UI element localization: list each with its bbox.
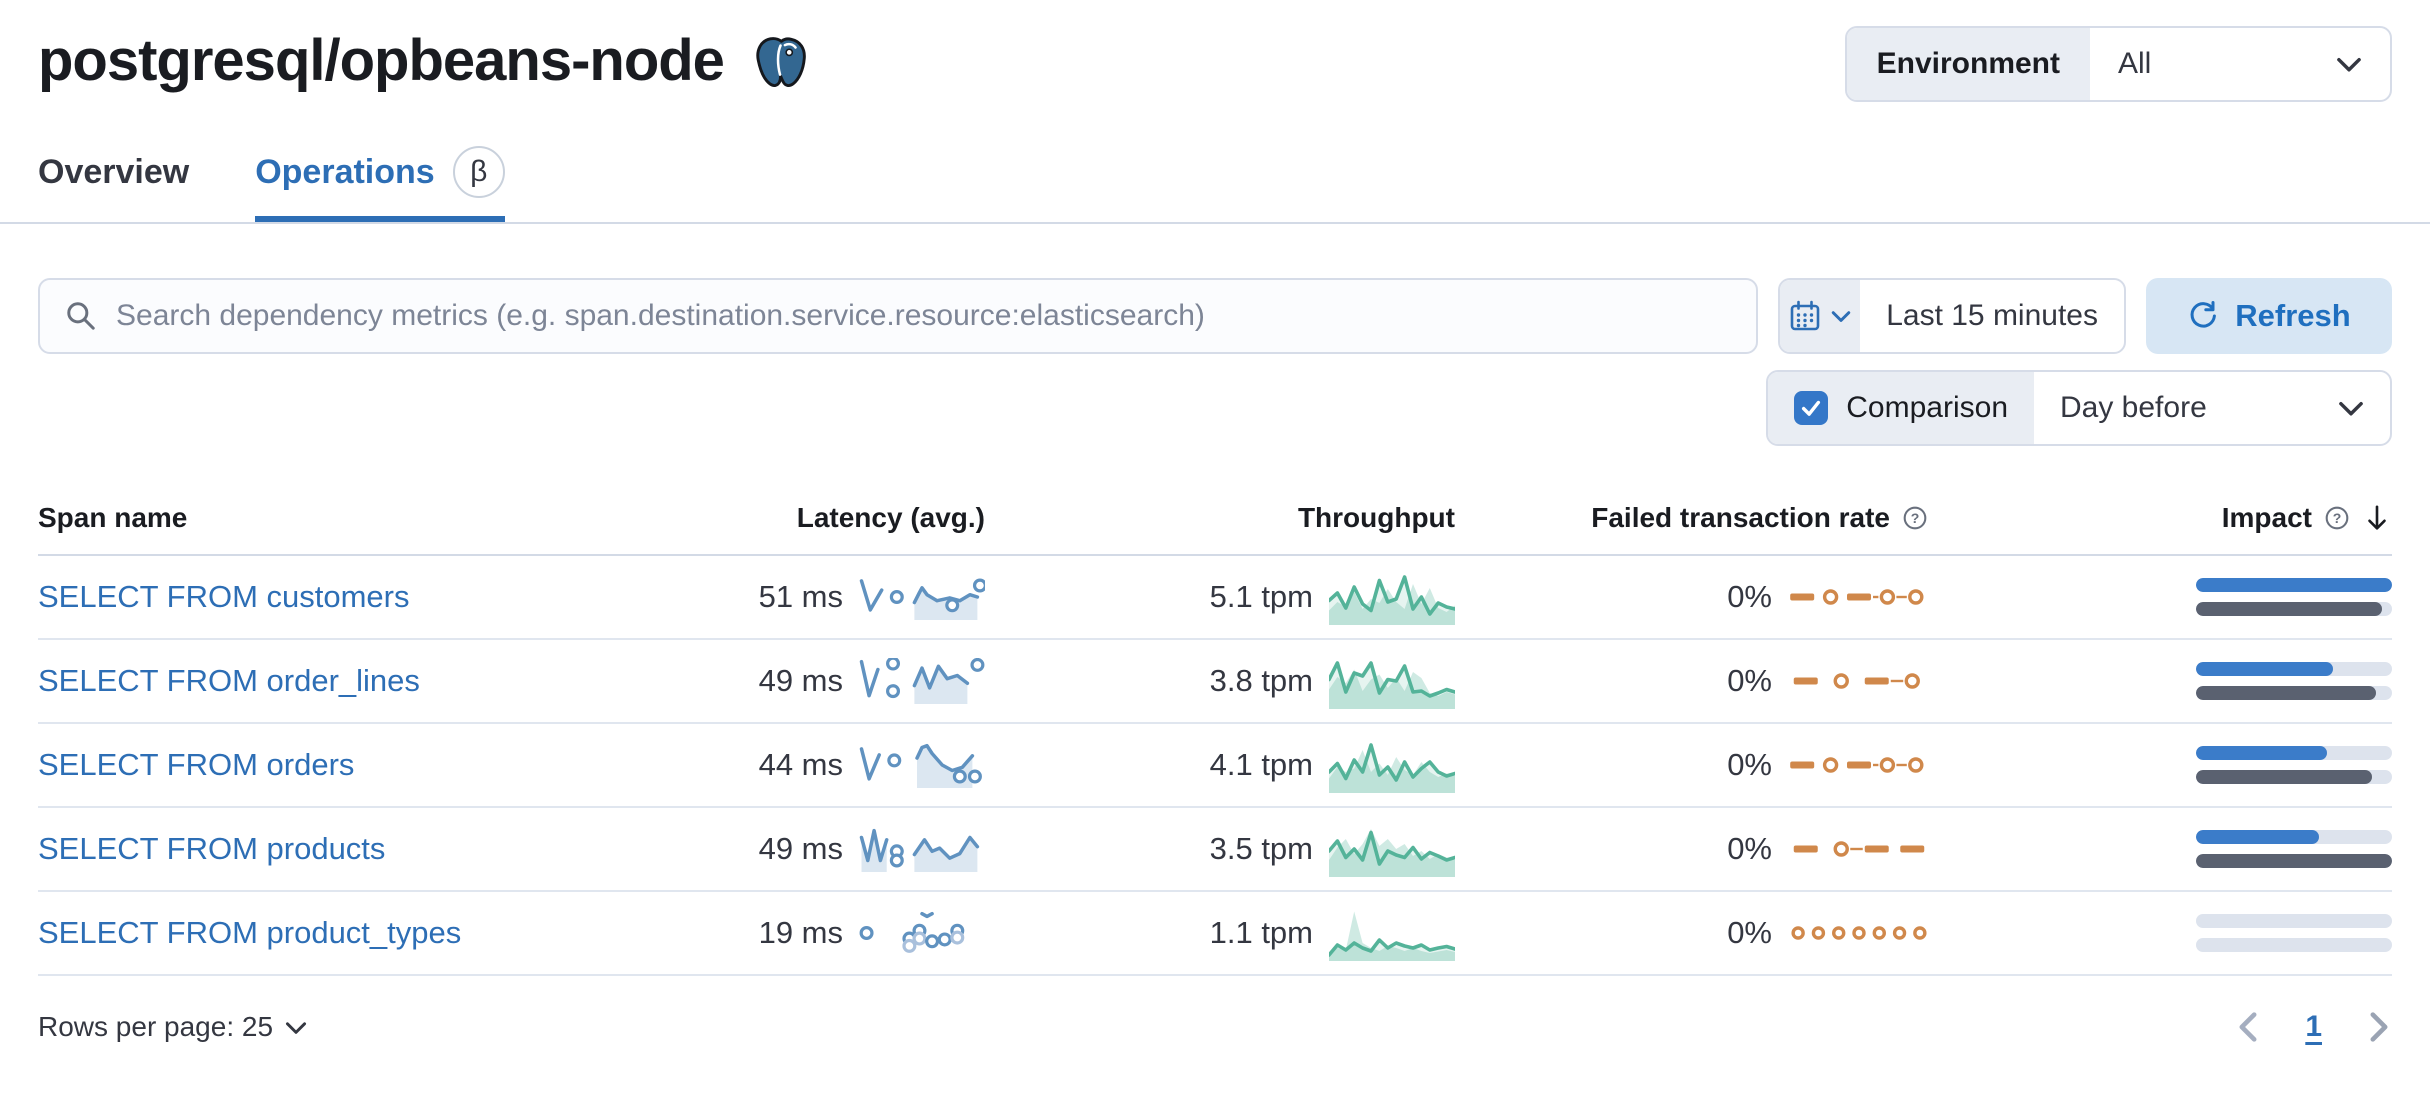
span-name-link[interactable]: SELECT FROM order_lines: [38, 663, 420, 698]
postgresql-logo-icon: [756, 36, 806, 87]
page-title: postgresql/opbeans-node: [38, 28, 725, 93]
throughput-value: 5.1 tpm: [1209, 579, 1313, 614]
throughput-value: 3.5 tpm: [1209, 831, 1313, 866]
refresh-button[interactable]: Refresh: [2146, 278, 2392, 354]
throughput-sparkline: [1329, 737, 1455, 793]
tabs-bar: Overview Operations β: [0, 146, 2430, 224]
failed-rate-sparkline: [1788, 753, 1930, 777]
throughput-value: 4.1 tpm: [1209, 747, 1313, 782]
latency-sparkline: [859, 742, 985, 788]
date-picker-quick-menu[interactable]: [1780, 280, 1861, 352]
latency-value: 19 ms: [758, 915, 843, 950]
chevron-down-icon: [1831, 311, 1851, 322]
latency-sparkline: [859, 910, 985, 956]
failed-rate-value: 0%: [1727, 747, 1772, 782]
failed-rate-sparkline: [1788, 921, 1930, 945]
failed-rate-value: 0%: [1727, 915, 1772, 950]
latency-sparkline: [859, 826, 985, 872]
chevron-down-icon: [2339, 401, 2363, 416]
latency-value: 49 ms: [758, 663, 843, 698]
latency-value: 49 ms: [758, 831, 843, 866]
table-row: SELECT FROM customers 51 ms 5.1 tpm 0%: [38, 556, 2392, 640]
throughput-sparkline: [1329, 821, 1455, 877]
date-picker[interactable]: Last 15 minutes: [1778, 278, 2126, 354]
throughput-sparkline: [1329, 905, 1455, 961]
comparison-select[interactable]: Day before: [2034, 372, 2390, 444]
sort-descending-icon: [2368, 505, 2386, 530]
search-icon: [67, 302, 95, 330]
question-circle-icon[interactable]: ?: [2322, 503, 2352, 533]
beta-badge: β: [452, 146, 505, 198]
throughput-value: 3.8 tpm: [1209, 663, 1313, 698]
comparison-control: Comparison Day before: [1766, 370, 2392, 446]
impact-bars: [2196, 746, 2392, 784]
latency-value: 51 ms: [758, 579, 843, 614]
environment-select[interactable]: Environment All: [1844, 26, 2392, 102]
chevron-down-icon: [2337, 57, 2361, 72]
span-name-link[interactable]: SELECT FROM products: [38, 831, 386, 866]
page-number[interactable]: 1: [2305, 1010, 2322, 1043]
failed-rate-sparkline: [1788, 669, 1930, 693]
failed-rate-value: 0%: [1727, 663, 1772, 698]
refresh-icon: [2190, 301, 2217, 328]
table-header-row: Span name Latency (avg.) Throughput Fail…: [38, 502, 2392, 556]
span-name-link[interactable]: SELECT FROM orders: [38, 747, 355, 782]
table-row: SELECT FROM products 49 ms 3.5 tpm 0%: [38, 808, 2392, 892]
column-header-throughput: Throughput: [1297, 502, 1455, 533]
comparison-checkbox-group[interactable]: Comparison: [1768, 372, 2034, 444]
rows-per-page-button[interactable]: Rows per page: 25: [38, 1011, 307, 1043]
calendar-icon: [1790, 300, 1820, 331]
impact-bars: [2196, 914, 2392, 952]
failed-rate-sparkline: [1788, 585, 1930, 609]
span-name-link[interactable]: SELECT FROM customers: [38, 579, 410, 614]
chevron-left-icon[interactable]: [2235, 1010, 2261, 1044]
column-header-impact[interactable]: Impact ?: [1930, 502, 2392, 534]
latency-sparkline: [859, 658, 985, 704]
svg-text:?: ?: [2333, 510, 2342, 526]
pagination: 1: [2235, 1010, 2392, 1044]
search-bar: [38, 278, 1758, 354]
impact-bars: [2196, 830, 2392, 868]
svg-text:?: ?: [1911, 510, 1920, 526]
throughput-sparkline: [1329, 569, 1455, 625]
span-name-link[interactable]: SELECT FROM product_types: [38, 915, 462, 950]
tab-overview[interactable]: Overview: [38, 152, 190, 191]
tab-operations[interactable]: Operations β: [255, 146, 505, 222]
environment-value: All: [2118, 47, 2152, 80]
comparison-label: Comparison: [1846, 391, 2008, 424]
throughput-sparkline: [1329, 653, 1455, 709]
search-input[interactable]: [116, 299, 1732, 333]
impact-bars: [2196, 578, 2392, 616]
table-row: SELECT FROM orders 44 ms 4.1 tpm 0%: [38, 724, 2392, 808]
question-circle-icon[interactable]: ?: [1900, 503, 1930, 533]
failed-rate-value: 0%: [1727, 579, 1772, 614]
failed-rate-value: 0%: [1727, 831, 1772, 866]
latency-sparkline: [859, 574, 985, 620]
column-header-span-name: Span name: [38, 502, 188, 533]
time-range-value[interactable]: Last 15 minutes: [1886, 299, 2098, 332]
environment-label: Environment: [1846, 28, 2090, 100]
chevron-right-icon[interactable]: [2366, 1010, 2392, 1044]
page-header: postgresql/opbeans-node Environment All: [38, 0, 2392, 102]
latency-value: 44 ms: [758, 747, 843, 782]
impact-bars: [2196, 662, 2392, 700]
table-row: SELECT FROM order_lines 49 ms 3.8 tpm 0%: [38, 640, 2392, 724]
column-header-latency: Latency (avg.): [796, 502, 985, 533]
column-header-failed-rate: Failed transaction rate ?: [1455, 502, 1930, 534]
failed-rate-sparkline: [1788, 837, 1930, 861]
checkbox-checked-icon[interactable]: [1794, 391, 1829, 425]
chevron-down-icon: [286, 1021, 307, 1034]
operations-table: Span name Latency (avg.) Throughput Fail…: [38, 502, 2392, 1044]
throughput-value: 1.1 tpm: [1209, 915, 1313, 950]
table-row: SELECT FROM product_types 19 ms 1.1 tpm …: [38, 892, 2392, 976]
